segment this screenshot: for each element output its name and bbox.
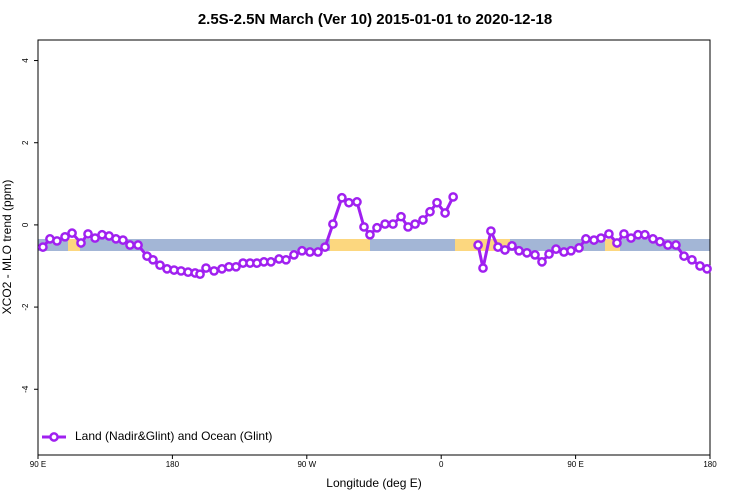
point xyxy=(655,236,665,247)
point xyxy=(67,228,77,238)
point xyxy=(619,229,629,239)
point xyxy=(118,235,128,245)
x-tick-label: 180 xyxy=(703,460,717,469)
y-tick-label: -2 xyxy=(21,303,30,311)
point xyxy=(297,245,307,256)
point xyxy=(328,219,338,229)
point xyxy=(352,197,362,207)
y-tick-label: -4 xyxy=(21,385,30,393)
point xyxy=(687,254,697,265)
point xyxy=(388,219,398,229)
point xyxy=(281,254,291,265)
point xyxy=(679,251,689,261)
point xyxy=(425,206,435,217)
point xyxy=(133,240,143,250)
y-tick-label: 0 xyxy=(21,222,30,227)
point xyxy=(125,240,135,250)
point xyxy=(486,226,496,236)
point xyxy=(514,245,524,256)
point xyxy=(195,269,205,280)
point xyxy=(551,244,561,254)
chart-title: 2.5S-2.5N March (Ver 10) 2015-01-01 to 2… xyxy=(198,11,552,28)
point xyxy=(209,266,219,276)
legend-marker xyxy=(49,432,59,442)
point xyxy=(596,233,606,243)
point xyxy=(530,250,540,260)
point xyxy=(702,264,712,274)
point xyxy=(432,197,442,208)
x-tick-label: 90 E xyxy=(30,460,46,469)
point xyxy=(478,263,488,273)
point xyxy=(544,249,554,259)
point xyxy=(410,219,420,229)
x-tick-label: 90 W xyxy=(297,460,316,469)
point xyxy=(566,245,576,256)
y-axis-label: XCO2 - MLO trend (ppm) xyxy=(0,180,14,315)
point xyxy=(574,243,584,253)
point xyxy=(581,234,591,244)
point xyxy=(52,236,62,246)
point xyxy=(76,238,86,248)
point xyxy=(359,222,369,232)
point xyxy=(671,240,681,250)
point xyxy=(313,247,323,257)
x-axis-label: Longitude (deg E) xyxy=(326,476,421,490)
y-tick-label: 2 xyxy=(21,140,30,145)
legend-label: Land (Nadir&Glint) and Ocean (Glint) xyxy=(75,429,272,443)
point xyxy=(537,257,547,267)
point xyxy=(201,263,211,273)
point xyxy=(320,242,330,252)
point xyxy=(155,260,165,271)
plot-frame xyxy=(37,39,711,456)
point xyxy=(289,250,299,260)
point xyxy=(396,211,406,222)
point xyxy=(418,215,428,225)
point xyxy=(38,242,48,252)
point xyxy=(473,240,483,250)
point xyxy=(337,192,347,203)
land-band xyxy=(330,239,370,251)
point xyxy=(365,229,375,240)
point xyxy=(231,261,241,272)
point xyxy=(266,257,276,267)
point xyxy=(448,192,458,202)
point xyxy=(507,241,517,251)
point xyxy=(148,254,158,265)
point xyxy=(440,208,450,218)
point xyxy=(380,219,390,229)
point xyxy=(604,229,614,239)
point xyxy=(612,238,622,248)
x-tick-label: 180 xyxy=(166,460,180,469)
point xyxy=(663,240,673,250)
point xyxy=(640,229,650,240)
ocean-band xyxy=(38,239,710,251)
y-tick-label: 4 xyxy=(21,58,30,63)
x-tick-label: 0 xyxy=(439,460,444,469)
point xyxy=(305,247,315,257)
x-tick-label: 90 E xyxy=(567,460,583,469)
point xyxy=(344,197,354,208)
point xyxy=(522,247,532,258)
point xyxy=(500,245,510,255)
point xyxy=(372,222,382,233)
point xyxy=(60,231,70,242)
point xyxy=(83,229,93,239)
